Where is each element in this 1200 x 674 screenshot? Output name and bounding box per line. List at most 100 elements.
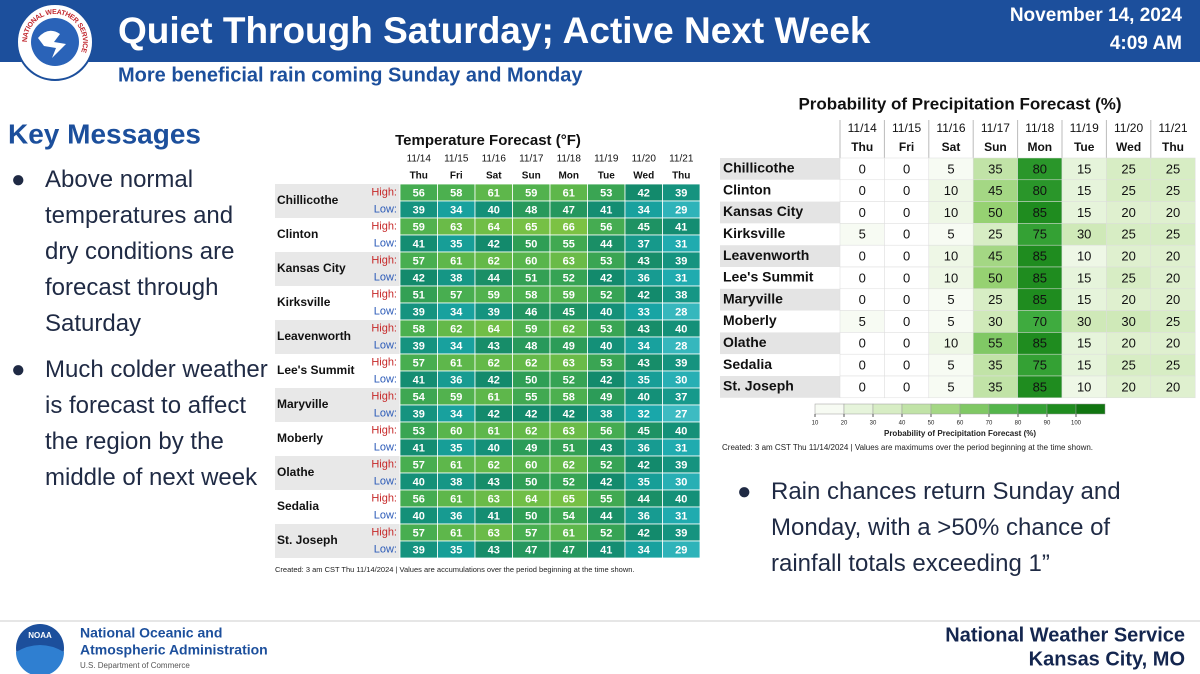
city-cell <box>720 267 840 289</box>
temp-value: 42 <box>600 476 612 488</box>
temp-value: 63 <box>488 493 500 505</box>
table-title: Temperature Forecast (°F) <box>395 132 581 149</box>
pop-value: 30 <box>1077 227 1091 242</box>
pop-value: 75 <box>1033 358 1047 373</box>
city-cell <box>720 310 840 333</box>
pop-value: 5 <box>947 161 954 176</box>
column-day: Sat <box>486 171 502 182</box>
temp-value: 49 <box>563 340 575 352</box>
temp-value: 35 <box>638 374 650 386</box>
noaa-name: Atmospheric Administration <box>80 642 268 658</box>
colorbar-label: Probability of Precipitation Forecast (%… <box>884 429 1036 438</box>
date: November 14, 2024 <box>1010 5 1183 26</box>
pop-value: 15 <box>1077 270 1091 285</box>
temp-value: 50 <box>525 510 537 522</box>
pop-value: 5 <box>947 358 954 373</box>
header-band <box>0 0 1200 62</box>
city-name: St. Joseph <box>723 378 794 394</box>
temp-value: 63 <box>563 357 575 369</box>
pop-value: 5 <box>947 292 954 307</box>
pop-value: 30 <box>1077 314 1091 329</box>
row-label: High: <box>371 220 397 232</box>
temp-value: 34 <box>638 204 651 216</box>
temp-value: 45 <box>638 425 650 437</box>
pop-value: 10 <box>1077 379 1091 394</box>
city-name: Clinton <box>277 227 318 241</box>
column-date: 11/14 <box>407 154 432 165</box>
temp-value: 61 <box>450 255 462 267</box>
temp-value: 61 <box>488 187 500 199</box>
temp-value: 44 <box>488 272 501 284</box>
column-date: 11/19 <box>1070 121 1099 135</box>
row-label: High: <box>371 492 397 504</box>
row-label: High: <box>371 458 397 470</box>
temp-value: 60 <box>525 255 537 267</box>
city-cell <box>720 201 840 224</box>
temp-value: 59 <box>488 289 500 301</box>
temp-value: 43 <box>488 544 500 556</box>
pop-value: 85 <box>1033 249 1047 264</box>
pop-value: 85 <box>1033 292 1047 307</box>
city-cell <box>720 223 840 246</box>
pop-value: 0 <box>859 270 866 285</box>
pop-value: 20 <box>1121 249 1135 264</box>
temp-value: 39 <box>675 255 687 267</box>
colorbar-tick-label: 90 <box>1044 421 1051 427</box>
temp-value: 58 <box>450 187 462 199</box>
temp-value: 46 <box>525 306 537 318</box>
city-cell <box>275 286 400 320</box>
pop-value: 5 <box>859 227 866 242</box>
pop-value: 80 <box>1033 161 1047 176</box>
temp-value: 42 <box>638 289 650 301</box>
temp-value: 39 <box>413 204 425 216</box>
temp-value: 40 <box>675 493 687 505</box>
pop-value: 85 <box>1033 379 1047 394</box>
temp-value: 42 <box>563 408 575 420</box>
pop-value: 0 <box>903 314 910 329</box>
city-cell <box>275 490 400 524</box>
temp-value: 62 <box>488 357 500 369</box>
temp-value: 43 <box>638 323 650 335</box>
city-cell <box>275 218 400 252</box>
pop-value: 15 <box>1077 161 1091 176</box>
noaa-logo-wave <box>16 645 64 674</box>
column-day: Mon <box>558 171 579 182</box>
temp-value: 39 <box>413 340 425 352</box>
temp-value: 39 <box>413 544 425 556</box>
city-name: Maryville <box>277 397 329 411</box>
column-day: Mon <box>1027 140 1052 154</box>
pop-value: 25 <box>1121 183 1135 198</box>
bullet: ● Much colder weather is forecast to affe… <box>11 352 270 496</box>
city-cell <box>720 179 840 202</box>
row-label: High: <box>371 526 397 538</box>
colorbar-segment <box>901 403 932 415</box>
city-name: Chillicothe <box>723 160 795 176</box>
temp-value: 40 <box>638 391 650 403</box>
temp-value: 47 <box>563 204 575 216</box>
row-label: Low: <box>374 407 397 419</box>
column-date: 11/14 <box>848 121 877 135</box>
temp-value: 43 <box>488 340 500 352</box>
pop-value: 0 <box>903 227 910 242</box>
temp-value: 55 <box>563 238 575 250</box>
city-name: Kirksville <box>723 225 785 241</box>
temp-value: 64 <box>488 221 501 233</box>
pop-value: 35 <box>988 379 1002 394</box>
bullet-text: Rain chances return Sunday and Monday, w… <box>771 478 1121 577</box>
column-day: Thu <box>672 171 690 182</box>
temp-value: 52 <box>563 476 575 488</box>
temp-value: 57 <box>413 527 425 539</box>
temp-value: 30 <box>675 476 687 488</box>
pop-value: 45 <box>988 183 1002 198</box>
column-date: 11/20 <box>1114 121 1143 135</box>
temp-value: 39 <box>675 187 687 199</box>
row-label: High: <box>371 288 397 300</box>
colorbar-segment <box>1046 403 1077 415</box>
column-date: 11/16 <box>482 154 507 165</box>
temp-value: 39 <box>675 527 687 539</box>
pop-value: 20 <box>1121 379 1135 394</box>
temp-value: 42 <box>413 272 425 284</box>
temp-value: 51 <box>525 272 537 284</box>
temp-value: 53 <box>600 357 612 369</box>
